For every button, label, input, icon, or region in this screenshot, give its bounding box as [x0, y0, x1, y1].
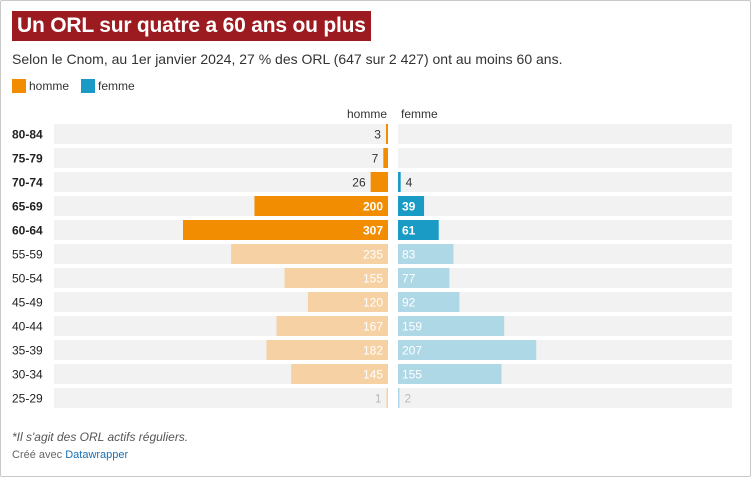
category-label-75-79: 75-79 [12, 152, 43, 166]
value-label-homme-45-49: 120 [363, 296, 383, 310]
bar-homme-50-54 [284, 268, 388, 288]
value-label-femme-30-34: 155 [402, 368, 422, 382]
track-femme-65-69 [398, 196, 732, 216]
bar-femme-30-34 [398, 364, 502, 384]
value-label-homme-25-29: 1 [375, 392, 382, 406]
credit-link[interactable]: Datawrapper [65, 449, 129, 461]
legend-label-homme: homme [29, 79, 70, 93]
value-label-femme-50-54: 77 [402, 272, 416, 286]
legend-swatch-femme [81, 79, 96, 93]
legend: homme femme [12, 79, 147, 93]
category-label-55-59: 55-59 [12, 248, 43, 262]
column-header-homme: homme [347, 107, 388, 121]
legend-item-homme: homme [12, 79, 69, 93]
bar-homme-70-74 [370, 172, 388, 192]
legend-swatch-homme [12, 79, 26, 93]
category-label-25-29: 25-29 [12, 392, 43, 406]
bar-homme-80-84 [385, 124, 388, 144]
chart-subtitle: Selon le Cnom, au 1er janvier 2024, 27 %… [12, 51, 563, 67]
track-femme-80-84 [398, 124, 732, 144]
bar-homme-75-79 [383, 148, 388, 168]
column-header-femme: femme [401, 107, 438, 121]
value-label-femme-70-74: 4 [406, 176, 413, 190]
bar-femme-25-29 [398, 388, 400, 408]
category-label-40-44: 40-44 [12, 320, 43, 334]
value-label-homme-70-74: 26 [352, 176, 366, 190]
value-label-femme-55-59: 83 [402, 248, 416, 262]
category-label-80-84: 80-84 [12, 128, 43, 142]
bar-femme-55-59 [398, 244, 454, 264]
track-femme-55-59 [398, 244, 732, 264]
bar-femme-65-69 [398, 196, 425, 216]
category-label-30-34: 30-34 [12, 368, 43, 382]
bar-femme-50-54 [398, 268, 450, 288]
track-femme-70-74 [398, 172, 732, 192]
category-label-45-49: 45-49 [12, 296, 43, 310]
chart-title: Un ORL sur quatre a 60 ans ou plus [12, 11, 371, 41]
track-homme-45-49 [54, 292, 388, 312]
track-femme-45-49 [398, 292, 732, 312]
value-label-homme-55-59: 235 [363, 248, 383, 262]
value-label-femme-35-39: 207 [402, 344, 422, 358]
value-label-homme-65-69: 200 [363, 200, 383, 214]
track-femme-60-64 [398, 220, 732, 240]
value-label-femme-60-64: 61 [402, 224, 416, 238]
bar-homme-35-39 [266, 340, 388, 360]
category-label-50-54: 50-54 [12, 272, 43, 286]
bar-homme-40-44 [276, 316, 388, 336]
bar-homme-30-34 [291, 364, 388, 384]
credit-prefix: Créé avec [12, 449, 63, 461]
category-label-70-74: 70-74 [12, 176, 43, 190]
bar-femme-45-49 [398, 292, 460, 312]
category-label-60-64: 60-64 [12, 224, 43, 238]
track-homme-80-84 [54, 124, 388, 144]
track-femme-25-29 [398, 388, 732, 408]
bar-homme-60-64 [183, 220, 388, 240]
track-femme-75-79 [398, 148, 732, 168]
track-homme-25-29 [54, 388, 388, 408]
value-label-homme-35-39: 182 [363, 344, 383, 358]
track-femme-50-54 [398, 268, 732, 288]
value-label-homme-80-84: 3 [374, 128, 381, 142]
category-label-65-69: 65-69 [12, 200, 43, 214]
footnote: *Il s'agit des ORL actifs réguliers. [12, 430, 189, 444]
legend-label-femme: femme [98, 79, 135, 93]
value-label-homme-30-34: 145 [363, 368, 383, 382]
bar-femme-70-74 [398, 172, 401, 192]
bar-homme-25-29 [386, 388, 388, 408]
track-homme-75-79 [54, 148, 388, 168]
credit: Créé avec Datawrapper [12, 449, 128, 461]
bar-femme-60-64 [398, 220, 439, 240]
bar-homme-45-49 [307, 292, 388, 312]
value-label-homme-40-44: 167 [363, 320, 383, 334]
value-label-femme-45-49: 92 [402, 296, 416, 310]
track-homme-70-74 [54, 172, 388, 192]
value-label-femme-65-69: 39 [402, 200, 416, 214]
bar-femme-40-44 [398, 316, 505, 336]
bar-femme-35-39 [398, 340, 537, 360]
value-label-homme-75-79: 7 [372, 152, 379, 166]
category-label-35-39: 35-39 [12, 344, 43, 358]
bar-homme-55-59 [231, 244, 388, 264]
value-label-femme-25-29: 2 [405, 392, 412, 406]
value-label-homme-50-54: 155 [363, 272, 383, 286]
legend-item-femme: femme [81, 79, 135, 93]
value-label-homme-60-64: 307 [363, 224, 383, 238]
bar-homme-65-69 [254, 196, 388, 216]
value-label-femme-40-44: 159 [402, 320, 422, 334]
